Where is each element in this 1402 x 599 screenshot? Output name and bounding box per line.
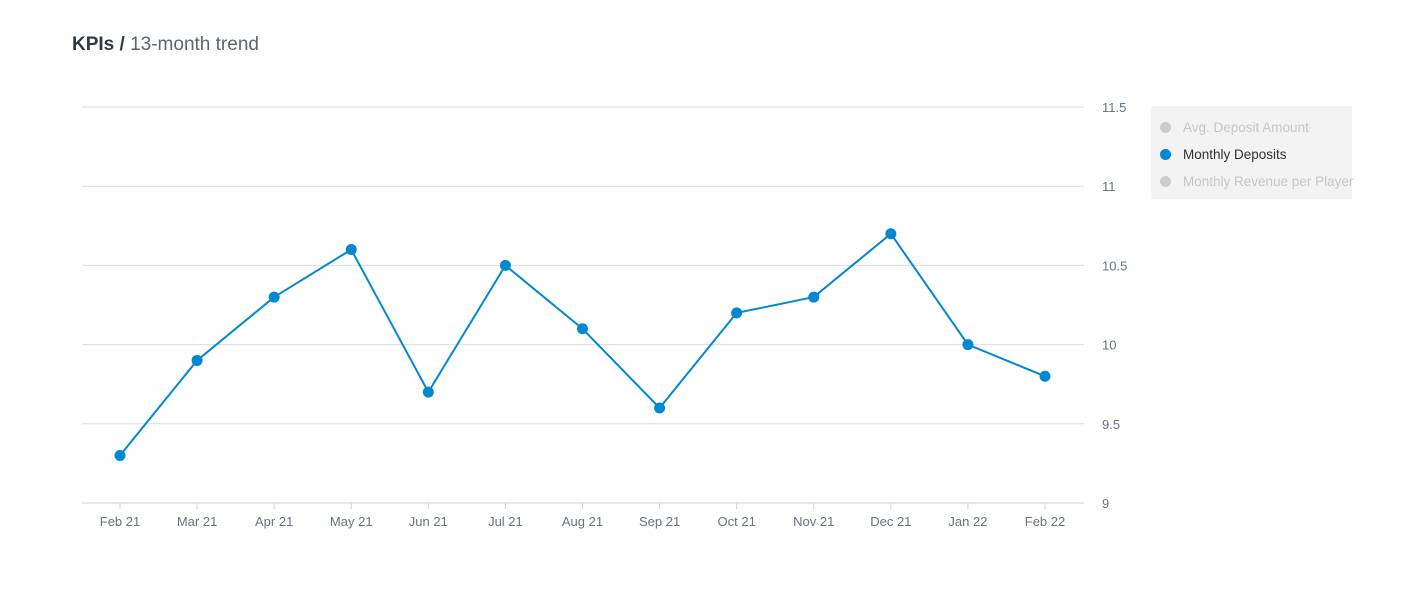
- x-tick-label: Dec 21: [870, 514, 911, 529]
- data-point[interactable]: [808, 291, 820, 303]
- data-point[interactable]: [114, 449, 126, 461]
- title-kpis: KPIs: [72, 34, 115, 55]
- legend-marker-icon: [1160, 148, 1171, 160]
- legend-label: Monthly Deposits: [1183, 146, 1287, 162]
- data-point[interactable]: [268, 291, 280, 303]
- y-tick-label: 9.5: [1102, 417, 1120, 432]
- x-tick-label: Jul 21: [488, 514, 523, 529]
- x-tick-label: Aug 21: [562, 514, 603, 529]
- x-tick-label: Feb 21: [100, 514, 140, 529]
- title-separator: /: [119, 34, 125, 55]
- x-tick-label: Nov 21: [793, 514, 834, 529]
- data-point[interactable]: [731, 307, 743, 319]
- chart-title: KPIs / 13-month trend: [72, 34, 259, 56]
- x-tick-label: Jun 21: [409, 514, 448, 529]
- legend-item[interactable]: Monthly Revenue per Player: [1160, 171, 1353, 191]
- legend-marker-icon: [1160, 175, 1171, 187]
- x-tick-label: Oct 21: [718, 514, 756, 529]
- x-tick-label: Mar 21: [177, 514, 217, 529]
- data-point[interactable]: [962, 339, 974, 351]
- y-tick-label: 11: [1102, 179, 1116, 194]
- data-point[interactable]: [1039, 370, 1051, 382]
- y-tick-label: 10: [1102, 338, 1116, 353]
- legend-item[interactable]: Monthly Deposits: [1160, 144, 1287, 164]
- y-tick-label: 10.5: [1102, 258, 1127, 273]
- y-tick-label: 9: [1102, 496, 1109, 511]
- x-tick-label: Sep 21: [639, 514, 680, 529]
- data-point[interactable]: [885, 228, 897, 240]
- data-point[interactable]: [345, 244, 357, 256]
- legend-marker-icon: [1160, 121, 1171, 133]
- data-point[interactable]: [577, 323, 588, 335]
- x-tick-label: Feb 22: [1025, 514, 1065, 529]
- data-point[interactable]: [499, 259, 511, 271]
- y-tick-label: 11.5: [1102, 100, 1126, 115]
- legend-label: Monthly Revenue per Player: [1183, 173, 1354, 189]
- legend-item[interactable]: Avg. Deposit Amount: [1160, 117, 1309, 137]
- x-tick-label: Jan 22: [948, 514, 987, 529]
- data-point[interactable]: [654, 402, 666, 414]
- x-tick-label: Apr 21: [255, 514, 293, 529]
- data-point[interactable]: [422, 386, 434, 398]
- data-point[interactable]: [191, 354, 203, 366]
- x-tick-label: May 21: [330, 514, 373, 529]
- legend-label: Avg. Deposit Amount: [1183, 119, 1309, 135]
- title-subtitle: 13-month trend: [130, 34, 259, 55]
- chart-legend: Avg. Deposit Amount Monthly Deposits Month…: [1151, 106, 1353, 199]
